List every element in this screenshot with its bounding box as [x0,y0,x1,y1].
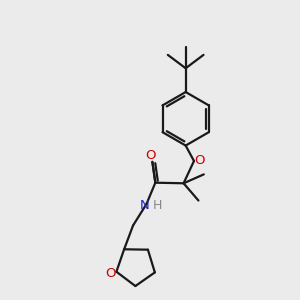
Text: H: H [153,199,162,212]
Text: O: O [106,267,116,280]
Text: O: O [194,154,204,167]
Text: O: O [146,149,156,162]
Text: N: N [140,199,150,212]
